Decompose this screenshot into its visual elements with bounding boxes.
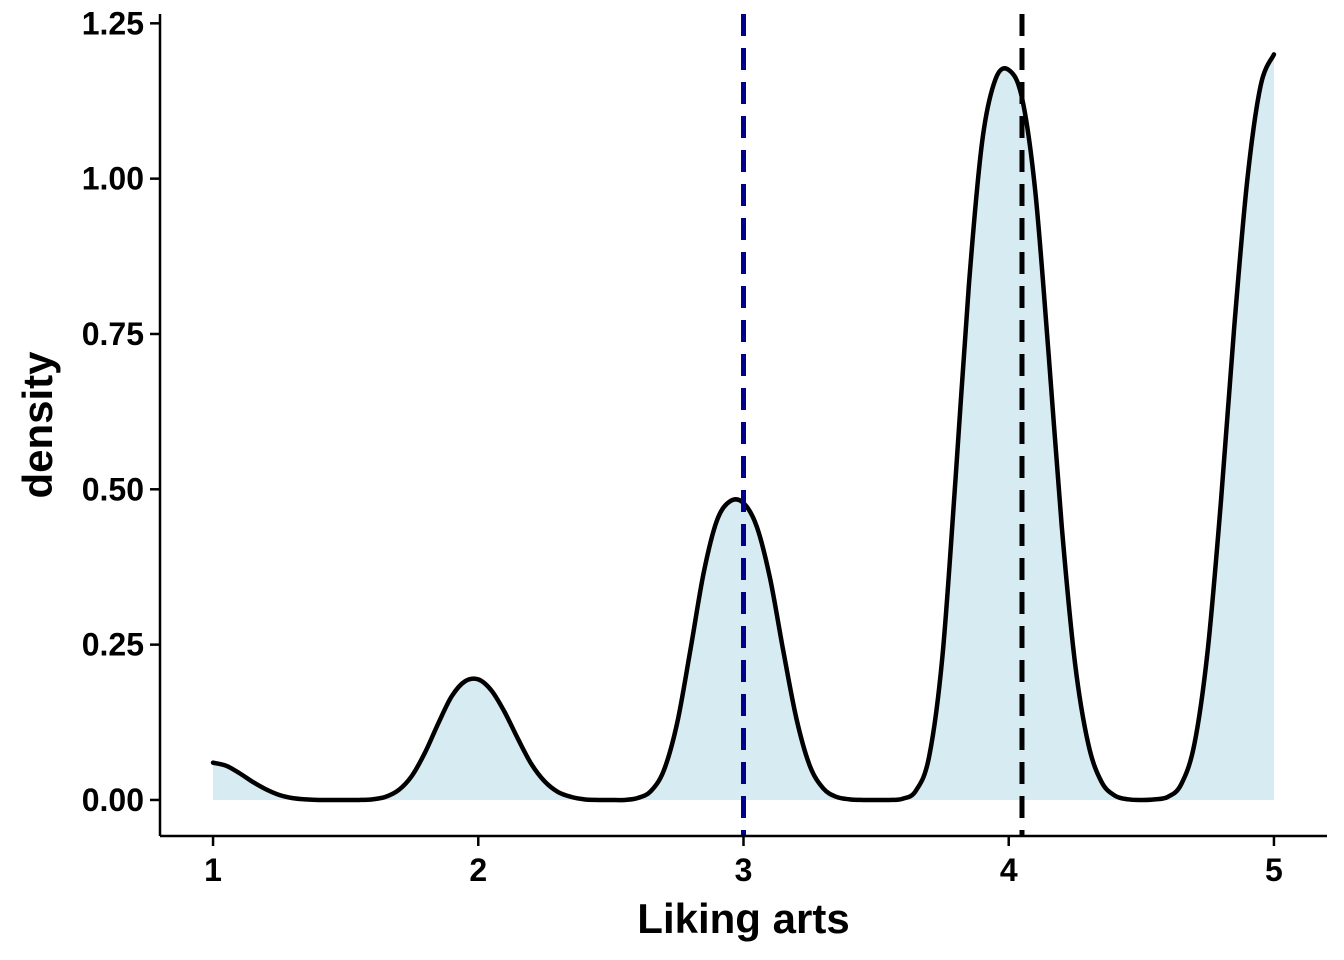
x-tick-label: 2 — [469, 852, 487, 888]
x-axis-title: Liking arts — [637, 895, 849, 942]
density-line-layer — [210, 52, 1277, 803]
density-area-fill — [213, 54, 1274, 801]
y-tick-label: 1.25 — [82, 5, 144, 41]
y-tick-label: 1.00 — [82, 161, 144, 197]
x-ticks-layer: 1 2 3 4 5 — [204, 836, 1283, 888]
y-axis-title: density — [14, 351, 61, 499]
x-tick-label: 1 — [204, 852, 222, 888]
x-tick-label: 4 — [1000, 852, 1018, 888]
reference-lines-layer — [741, 14, 1025, 836]
y-ticks-layer: 0.00 0.25 0.50 0.75 1.00 1.25 — [82, 5, 160, 818]
density-fill-layer — [213, 54, 1274, 801]
y-tick-label: 0.75 — [82, 316, 144, 352]
y-tick-label: 0.50 — [82, 471, 144, 507]
density-line — [210, 52, 1277, 803]
x-tick-label: 5 — [1265, 852, 1283, 888]
x-tick-label: 3 — [735, 852, 753, 888]
y-tick-label: 0.00 — [82, 782, 144, 818]
y-tick-label: 0.25 — [82, 627, 144, 663]
